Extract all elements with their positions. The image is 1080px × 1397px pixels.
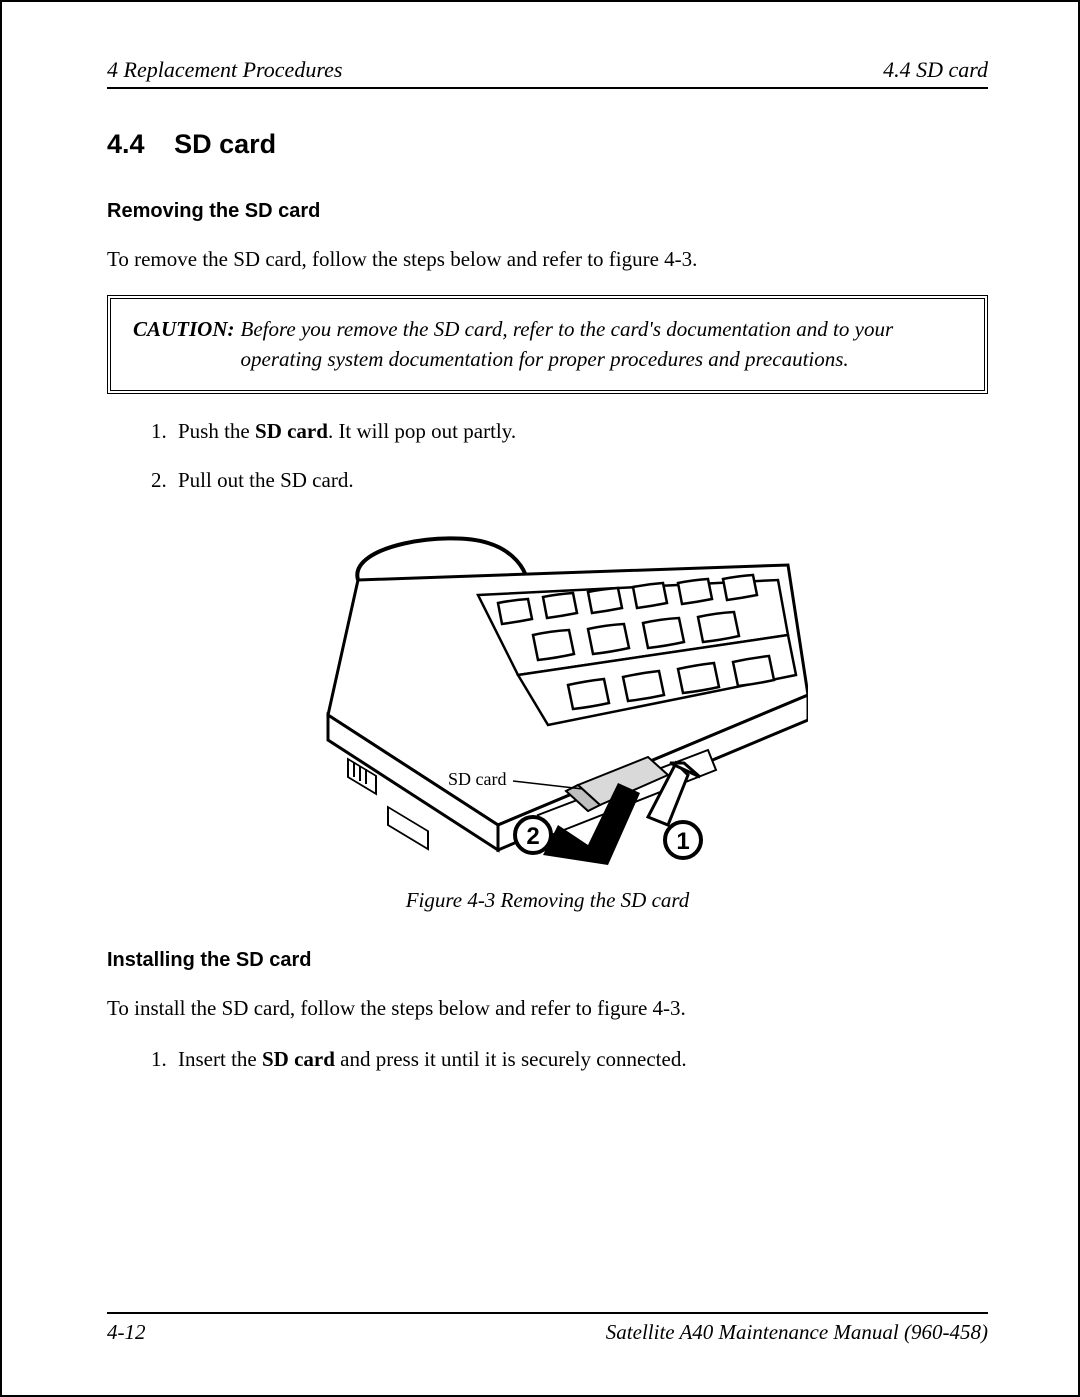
running-footer: 4-12 Satellite A40 Maintenance Manual (9…	[107, 1312, 988, 1345]
section-title: SD card	[174, 129, 276, 159]
step-text-post: and press it until it is securely connec…	[335, 1047, 687, 1071]
list-item: Insert the SD card and press it until it…	[172, 1044, 988, 1074]
header-rule	[107, 87, 988, 89]
figure: 1 2 SD card	[107, 525, 988, 870]
step-text-post: . It will pop out partly.	[328, 419, 516, 443]
figure-sd-label: SD card	[448, 769, 506, 789]
header-left: 4 Replacement Procedures	[107, 57, 342, 83]
list-item: Push the SD card. It will pop out partly…	[172, 416, 988, 446]
running-header: 4 Replacement Procedures 4.4 SD card	[107, 57, 988, 83]
installing-heading: Installing the SD card	[107, 949, 988, 972]
installing-steps: Insert the SD card and press it until it…	[107, 1044, 988, 1074]
footer-rule	[107, 1312, 988, 1314]
step-text-pre: Pull out the SD card.	[178, 468, 354, 492]
sd-card-diagram: 1 2 SD card	[288, 525, 808, 865]
step-text-pre: Push the	[178, 419, 255, 443]
section-number: 4.4	[107, 129, 145, 160]
page: 4 Replacement Procedures 4.4 SD card 4.4…	[0, 0, 1080, 1397]
step-text-bold: SD card	[255, 419, 328, 443]
caution-label: CAUTION:	[133, 317, 235, 341]
figure-marker-1: 1	[676, 828, 689, 855]
header-right: 4.4 SD card	[883, 57, 988, 83]
footer-left: 4-12	[107, 1320, 146, 1345]
figure-caption: Figure 4-3 Removing the SD card	[107, 888, 988, 913]
caution-box: CAUTION: Before you remove the SD card, …	[107, 295, 988, 394]
removing-heading: Removing the SD card	[107, 200, 988, 223]
caution-body: Before you remove the SD card, refer to …	[241, 315, 962, 374]
step-text-bold: SD card	[262, 1047, 335, 1071]
removing-steps: Push the SD card. It will pop out partly…	[107, 416, 988, 495]
list-item: Pull out the SD card.	[172, 465, 988, 495]
footer-right: Satellite A40 Maintenance Manual (960-45…	[606, 1320, 988, 1345]
figure-marker-2: 2	[526, 823, 539, 850]
removing-intro: To remove the SD card, follow the steps …	[107, 245, 988, 273]
step-text-pre: Insert the	[178, 1047, 262, 1071]
section-heading: 4.4 SD card	[107, 129, 988, 160]
installing-intro: To install the SD card, follow the steps…	[107, 994, 988, 1022]
